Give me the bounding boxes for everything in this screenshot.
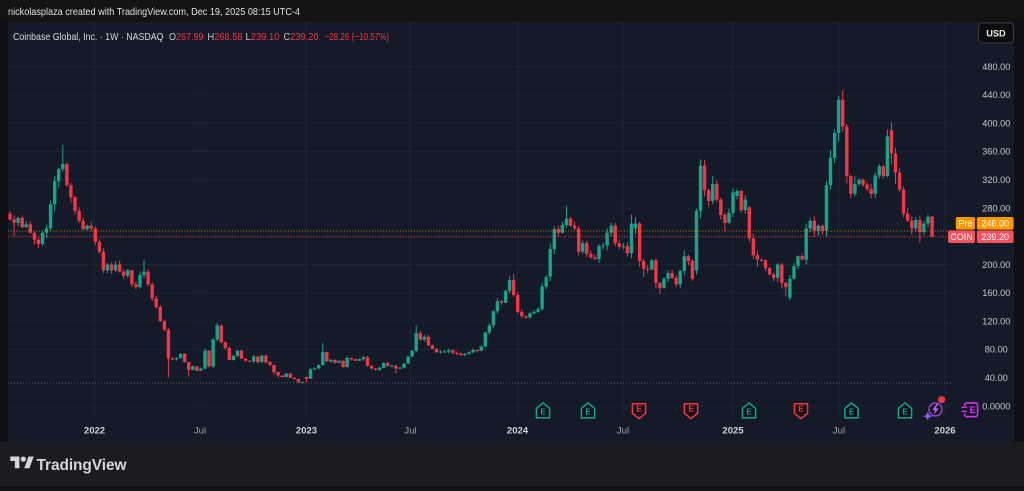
svg-text:O267.99: O267.99: [169, 31, 204, 43]
svg-text:2026: 2026: [934, 426, 955, 437]
svg-text:320.00: 320.00: [982, 175, 1010, 185]
svg-text:L239.10: L239.10: [246, 31, 280, 43]
svg-text:E: E: [902, 408, 908, 417]
svg-text:E: E: [849, 408, 855, 417]
svg-text:480.00: 480.00: [982, 62, 1010, 72]
svg-text:239.20: 239.20: [981, 232, 1009, 242]
svg-text:TradingView: TradingView: [37, 457, 128, 474]
svg-text:USD: USD: [986, 29, 1006, 39]
svg-text:360.00: 360.00: [982, 147, 1010, 157]
svg-text:0.0000: 0.0000: [982, 401, 1010, 411]
svg-text:400.00: 400.00: [982, 118, 1010, 128]
svg-text:E: E: [585, 408, 591, 417]
svg-text:246.00: 246.00: [981, 218, 1009, 228]
svg-text:160.00: 160.00: [982, 288, 1010, 298]
svg-text:2022: 2022: [84, 426, 105, 437]
svg-text:−28.26 (−10.57%): −28.26 (−10.57%): [325, 31, 390, 43]
svg-text:Jul: Jul: [194, 426, 206, 437]
svg-text:Coinbase Global, Inc. · 1W · N: Coinbase Global, Inc. · 1W · NASDAQ: [13, 31, 164, 43]
svg-text:E: E: [746, 408, 752, 417]
svg-text:Jul: Jul: [404, 426, 416, 437]
svg-text:200.00: 200.00: [982, 260, 1010, 270]
svg-text:E: E: [636, 405, 642, 414]
svg-text:2023: 2023: [296, 426, 317, 437]
svg-text:40.00: 40.00: [985, 373, 1008, 383]
svg-text:Jul: Jul: [617, 426, 629, 437]
svg-text:Jul: Jul: [833, 426, 845, 437]
svg-text:2024: 2024: [507, 426, 529, 437]
svg-text:E: E: [798, 405, 804, 414]
svg-text:COIN: COIN: [950, 232, 973, 242]
svg-text:440.00: 440.00: [982, 90, 1010, 100]
svg-text:Pre: Pre: [958, 218, 972, 228]
svg-text:80.00: 80.00: [985, 345, 1008, 355]
svg-text:nickolasplaza created with Tra: nickolasplaza created with TradingView.c…: [8, 6, 300, 18]
svg-text:C239.20: C239.20: [284, 31, 319, 43]
svg-text:E: E: [540, 408, 546, 417]
svg-text:E: E: [970, 405, 976, 416]
svg-text:H268.58: H268.58: [208, 31, 243, 43]
svg-text:2025: 2025: [722, 426, 744, 437]
svg-text:E: E: [688, 405, 694, 414]
svg-text:280.00: 280.00: [982, 203, 1010, 213]
svg-text:120.00: 120.00: [982, 316, 1010, 326]
